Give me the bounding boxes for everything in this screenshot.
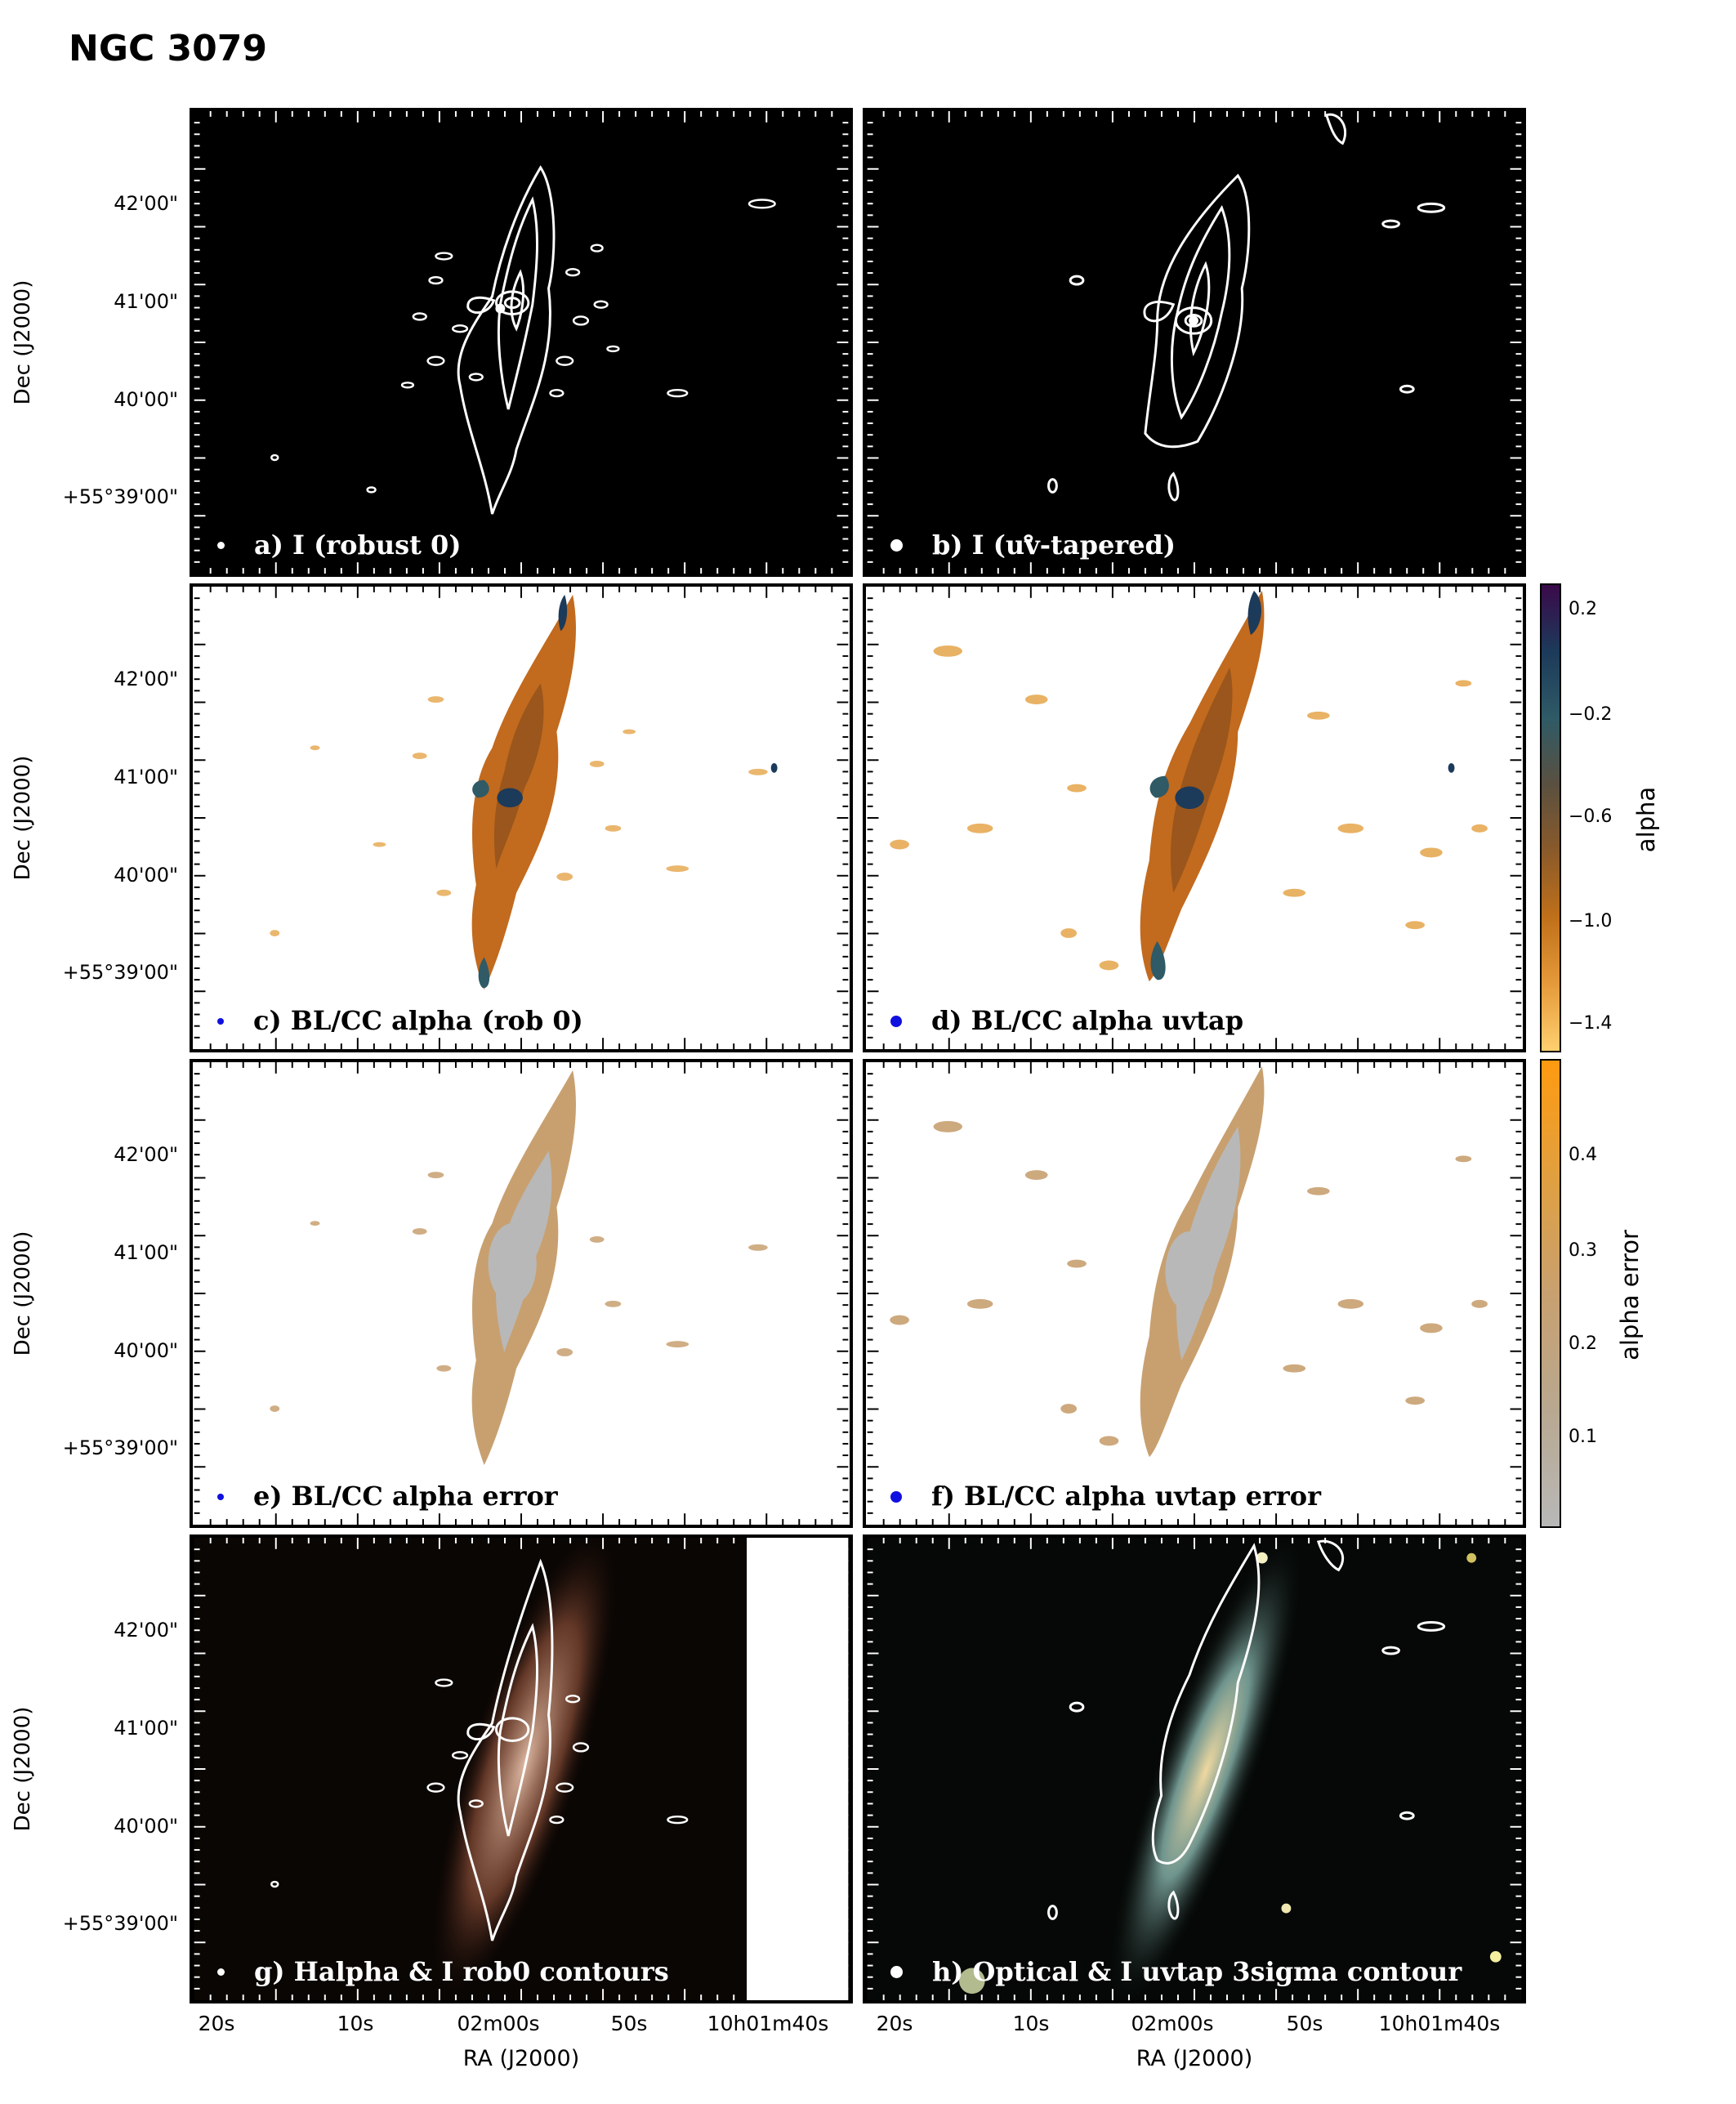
colorbar-tick: 0.2 <box>1569 599 1597 619</box>
x-axis-label: RA (J2000) <box>462 2046 580 2071</box>
beam-icon <box>217 542 225 549</box>
y-tick: 42'00" <box>114 668 178 690</box>
y-tick: 41'00" <box>114 1241 178 1264</box>
x-tick: 02m00s <box>1131 2012 1214 2035</box>
panel-f-spectral-index-uvtap-error: f) BL/CC alpha uvtap error <box>863 1059 1526 1528</box>
y-tick: 42'00" <box>114 1619 178 1642</box>
spectral-index-map <box>270 594 778 990</box>
y-tick: 42'00" <box>114 1143 178 1166</box>
colorbar-label-alpha-error: alpha error <box>1616 1230 1644 1360</box>
colorbar-tick: 0.4 <box>1569 1145 1597 1165</box>
colorbar-tick: 0.3 <box>1569 1240 1597 1261</box>
x-tick: 10s <box>337 2012 374 2035</box>
panel-a-label: a) I (robust 0) <box>254 529 462 561</box>
panel-a-stokes-i-robust0: a) I (robust 0) <box>190 108 853 577</box>
y-tick: +55°39'00" <box>62 485 178 508</box>
x-tick: 50s <box>1286 2012 1323 2035</box>
y-tick: +55°39'00" <box>62 961 178 984</box>
colorbar-alpha-error <box>1540 1059 1561 1528</box>
y-axis-label: Dec (J2000) <box>11 279 35 405</box>
panel-d-label: d) BL/CC alpha uvtap <box>931 1005 1244 1036</box>
spectral-index-error-map <box>890 1065 1488 1458</box>
y-axis-label: Dec (J2000) <box>11 755 35 881</box>
colorbar-tick: 0.2 <box>1569 1333 1597 1354</box>
panel-b-stokes-i-uvtapered: b) I (uv-tapered) <box>863 108 1526 577</box>
spectral-index-map <box>890 590 1488 982</box>
y-tick: +55°39'00" <box>62 1912 178 1935</box>
colorbar-tick: −0.6 <box>1569 806 1613 827</box>
radio-contour-image <box>1024 113 1446 543</box>
colorbar-tick: 0.1 <box>1569 1427 1597 1447</box>
colorbar-tick: −1.0 <box>1569 911 1613 931</box>
colorbar-alpha <box>1540 583 1561 1052</box>
x-tick: 50s <box>610 2012 648 2035</box>
figure-title: NGC 3079 <box>69 28 268 69</box>
colorbar-label-alpha: alpha <box>1632 786 1660 853</box>
x-tick: 20s <box>198 2012 235 2035</box>
y-tick: 40'00" <box>114 864 178 887</box>
beam-icon <box>217 1968 225 1976</box>
y-tick: 40'00" <box>114 1815 178 1838</box>
y-tick: 41'00" <box>114 766 178 788</box>
panel-c-label: c) BL/CC alpha (rob 0) <box>253 1005 583 1036</box>
y-tick: 40'00" <box>114 1339 178 1362</box>
optical-image-with-contour <box>867 1538 1522 2000</box>
beam-icon <box>217 1493 224 1500</box>
halpha-image-with-contours <box>194 1538 849 2000</box>
panel-g-label: g) Halpha & I rob0 contours <box>254 1956 669 1987</box>
y-axis-label: Dec (J2000) <box>11 1706 35 1832</box>
panel-f-label: f) BL/CC alpha uvtap error <box>931 1481 1321 1512</box>
panel-h-label: h) Optical & I uvtap 3sigma contour <box>932 1956 1462 1987</box>
panel-b-label: b) I (uv-tapered) <box>932 529 1176 561</box>
y-tick: 41'00" <box>114 1717 178 1740</box>
y-tick: 40'00" <box>114 388 178 411</box>
beam-icon <box>217 1017 224 1025</box>
y-tick: 42'00" <box>114 192 178 215</box>
x-tick: 02m00s <box>457 2012 540 2035</box>
y-axis-label: Dec (J2000) <box>11 1231 35 1356</box>
colorbar-tick: −0.2 <box>1569 704 1613 725</box>
panel-d-spectral-index-uvtap: d) BL/CC alpha uvtap <box>863 583 1526 1052</box>
panel-e-label: e) BL/CC alpha error <box>253 1481 558 1512</box>
colorbar-tick: −1.4 <box>1569 1013 1613 1034</box>
y-tick: +55°39'00" <box>62 1436 178 1459</box>
x-tick: 10h01m40s <box>1378 2012 1501 2035</box>
x-tick: 10h01m40s <box>707 2012 829 2035</box>
beam-icon <box>890 1015 902 1027</box>
x-axis-label: RA (J2000) <box>1136 2046 1253 2071</box>
y-tick: 41'00" <box>114 290 178 313</box>
panel-c-spectral-index-robust0: c) BL/CC alpha (rob 0) <box>190 583 853 1052</box>
panel-h-optical-overlay: h) Optical & I uvtap 3sigma contour <box>863 1534 1526 2003</box>
x-tick: 10s <box>1012 2012 1050 2035</box>
beam-icon <box>890 1966 903 1978</box>
radio-contour-image <box>270 165 776 515</box>
panel-g-halpha-overlay: g) Halpha & I rob0 contours <box>190 1534 853 2003</box>
panel-e-spectral-index-error: e) BL/CC alpha error <box>190 1059 853 1528</box>
x-tick: 20s <box>876 2012 913 2035</box>
spectral-index-error-map <box>270 1070 768 1466</box>
beam-icon <box>890 1490 902 1503</box>
beam-icon <box>890 539 903 552</box>
